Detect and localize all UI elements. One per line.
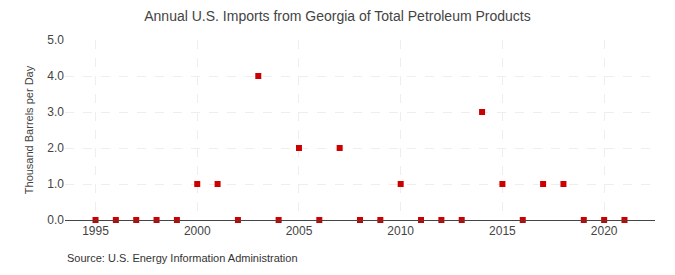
svg-text:Thousand Barrels per Day: Thousand Barrels per Day: [23, 65, 35, 194]
svg-text:2015: 2015: [489, 224, 516, 238]
svg-text:0.0: 0.0: [47, 213, 64, 227]
svg-text:2.0: 2.0: [47, 141, 64, 155]
svg-text:3.0: 3.0: [47, 105, 64, 119]
svg-text:Source: U.S. Energy Informatio: Source: U.S. Energy Information Administ…: [67, 252, 298, 264]
svg-text:2005: 2005: [286, 224, 313, 238]
svg-text:1.0: 1.0: [47, 177, 64, 191]
svg-text:1995: 1995: [82, 224, 109, 238]
svg-text:4.0: 4.0: [47, 69, 64, 83]
svg-text:5.0: 5.0: [47, 33, 64, 47]
svg-text:2020: 2020: [591, 224, 618, 238]
svg-text:2000: 2000: [184, 224, 211, 238]
svg-text:Annual U.S. Imports from Georg: Annual U.S. Imports from Georgia of Tota…: [144, 8, 530, 24]
svg-text:2010: 2010: [387, 224, 414, 238]
